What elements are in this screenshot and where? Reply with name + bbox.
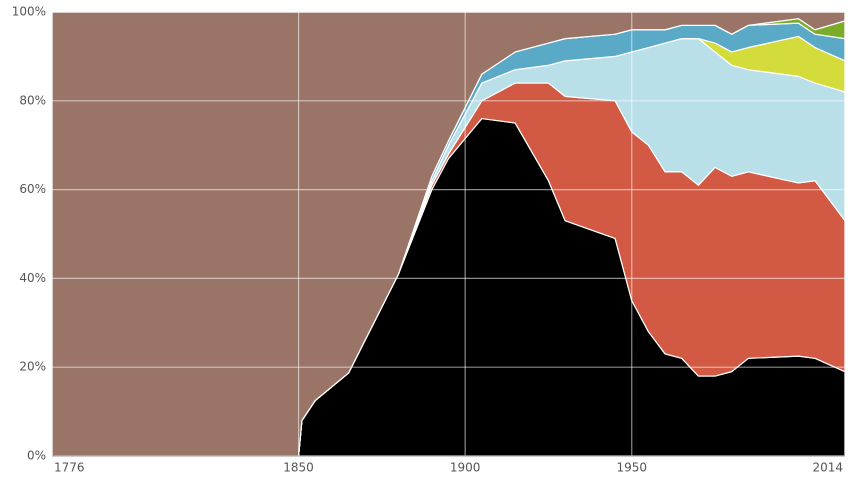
y-tick-label: 80% — [19, 93, 46, 107]
x-tick-label: 1950 — [616, 461, 647, 475]
y-tick-label: 40% — [19, 271, 46, 285]
y-tick-label: 20% — [19, 360, 46, 374]
y-tick-label: 60% — [19, 182, 46, 196]
x-tick-label: 1900 — [450, 461, 481, 475]
x-tick-label: 2014 — [812, 461, 843, 475]
x-tick-label: 1850 — [283, 461, 314, 475]
x-tick-label: 1776 — [54, 461, 85, 475]
y-tick-label: 0% — [27, 449, 46, 463]
y-tick-label: 100% — [12, 5, 46, 19]
